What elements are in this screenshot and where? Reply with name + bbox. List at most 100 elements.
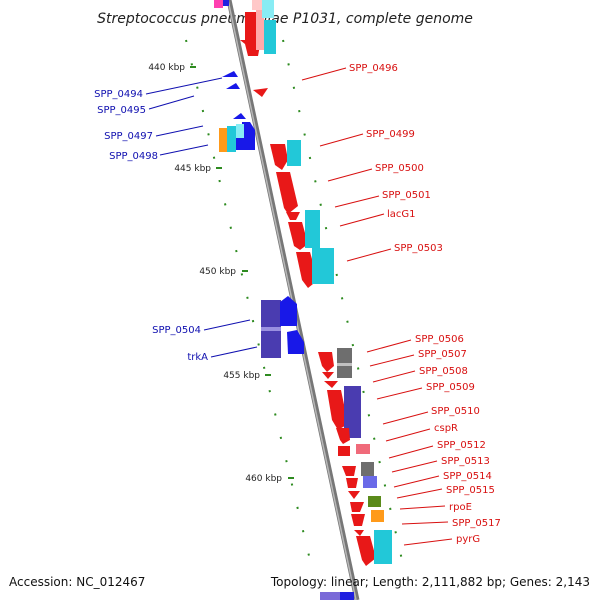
label-leader [203,319,251,331]
kbp-tick-label: 455 kbp [223,371,260,381]
gene-block [219,128,227,152]
label-leader [388,445,434,459]
gene-block [344,386,361,438]
gene-arrow-reverse [322,372,334,379]
label-leader [319,133,364,147]
gene-arrow-reverse [346,478,358,488]
gene-arrow-reverse [354,530,364,536]
gene-block [361,462,374,476]
gene-label: lacG1 [387,209,416,220]
label-leader [145,77,223,95]
label-leader [391,460,438,473]
gene-block [340,592,354,600]
label-leader [399,505,446,510]
gene-block [374,530,392,564]
gene-block [214,0,223,8]
label-leader [369,354,415,367]
gene-arrow-forward [226,83,240,89]
gene-label: SPP_0494 [94,89,143,100]
accession-text: Accession: NC_012467 [9,575,145,589]
label-leader [346,248,392,262]
gene-label: SPP_0514 [443,471,492,482]
gene-label: SPP_0508 [419,366,468,377]
gene-arrow-reverse [324,381,338,388]
gene-arrow-reverse [327,390,348,430]
kbp-tick-label: 440 kbp [148,63,185,73]
gene-label: SPP_0501 [382,190,431,201]
backbone-line [226,0,360,600]
gene-label: SPP_0495 [97,105,146,116]
label-leader [366,339,412,353]
gene-arrow-forward [222,71,238,77]
topology-text: Topology: linear; Length: 2,111,882 bp; … [270,575,590,589]
gene-arrow-reverse [356,536,376,566]
gene-block [287,140,301,166]
gene-label: SPP_0503 [394,243,443,254]
gene-block [368,496,381,507]
gene-label: SPP_0509 [426,382,475,393]
gene-arrow-reverse [348,491,360,499]
gene-label: SPP_0500 [375,163,424,174]
gene-block [305,210,320,248]
gene-arrow-forward [233,113,246,119]
gene-arrow-reverse [288,222,308,250]
gene-label: SPP_0504 [152,325,201,336]
label-leader [396,488,443,499]
gene-block [356,444,370,454]
gene-label: pyrG [456,534,480,545]
gene-label: cspR [434,423,458,434]
left-gene-labels: SPP_0494 SPP_0495 SPP_0497 SPP_0498 SPP_… [94,77,258,363]
gene-features [214,0,392,600]
gene-block [363,476,377,488]
label-leader [385,428,431,442]
kbp-tick-label: 450 kbp [199,267,236,277]
kbp-tick-label: 460 kbp [245,474,282,484]
label-leader [403,538,453,546]
gene-label: rpoE [449,502,472,513]
gene-label: SPP_0515 [446,485,495,496]
gene-arrow-forward [287,330,304,354]
gene-label: SPP_0512 [437,440,486,451]
map-title: Streptococcus pneumoniae P1031, complete… [97,11,473,27]
kbp-tick-label: 445 kbp [174,164,211,174]
label-leader [210,346,258,358]
right-gene-labels: SPP_0496 SPP_0499 SPP_0500 SPP_0501 lacG… [301,63,501,546]
label-leader [372,370,416,383]
label-leader [376,387,423,400]
label-leader [301,67,347,81]
gene-label: SPP_0497 [104,131,153,142]
gene-label: SPP_0496 [349,63,398,74]
gene-arrow-reverse [351,514,365,526]
gene-block [338,446,350,456]
gene-block [371,510,384,522]
gene-label: SPP_0507 [418,349,467,360]
gene-arrow-reverse [318,352,334,372]
label-leader [393,475,440,488]
label-leader [382,411,429,425]
kbp-ticks: 440 kbp 445 kbp 450 kbp 455 kbp 460 kbp [148,63,294,484]
gene-block [227,126,236,152]
gene-arrow-forward [280,296,297,326]
gene-label: SPP_0517 [452,518,501,529]
label-leader [148,95,195,110]
outer-guide-line [282,39,403,561]
gene-block [223,0,229,6]
label-leader [159,144,209,156]
label-leader [334,195,380,208]
label-leader [155,125,204,137]
gene-label: trkA [187,352,208,363]
label-leader [327,168,373,182]
label-leader [339,213,385,227]
gene-arrow-reverse [270,144,288,170]
gene-arrow-reverse [342,466,356,476]
gene-block [256,10,264,50]
gene-label: SPP_0506 [415,334,464,345]
gene-arrow-reverse [240,12,261,56]
gene-block [337,363,352,366]
gene-block [262,0,274,18]
gene-block [261,327,281,331]
gene-label: SPP_0498 [109,151,158,162]
gene-arrow-reverse [350,502,364,512]
